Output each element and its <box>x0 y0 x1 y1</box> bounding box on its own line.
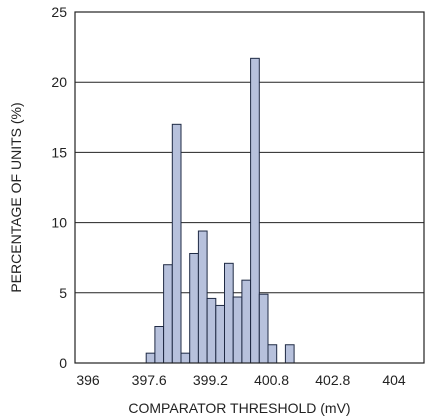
histogram-bar <box>171 123 182 364</box>
histogram-bar <box>189 252 199 364</box>
x-axis-label: COMPARATOR THRESHOLD (mV) <box>128 400 350 416</box>
histogram-bar <box>206 297 217 364</box>
histogram-bar <box>224 262 234 364</box>
histogram-bar <box>258 293 269 364</box>
y-tick-label: 20 <box>51 74 67 90</box>
histogram-bar <box>163 264 173 364</box>
bars <box>145 57 295 364</box>
x-tick-label: 400.8 <box>254 372 289 388</box>
y-tick-label: 0 <box>59 355 67 371</box>
histogram-bar <box>197 230 208 364</box>
histogram-bar <box>250 57 260 364</box>
histogram-bar <box>180 352 191 364</box>
x-tick-label: 396 <box>76 372 100 388</box>
histogram-bar <box>215 304 226 364</box>
y-tick-labels: 0 5 10 15 20 25 <box>51 4 67 371</box>
y-axis-label: PERCENTAGE OF UNITS (%) <box>8 102 24 292</box>
histogram-bar <box>284 344 295 364</box>
x-tick-labels: 396 397.6 399.2 400.8 402.8 404 <box>76 372 406 388</box>
histogram-bar <box>154 326 165 364</box>
x-tick-label: 402.8 <box>315 372 350 388</box>
x-tick-label: 404 <box>382 372 406 388</box>
histogram-bar <box>241 279 252 364</box>
x-tick-label: 399.2 <box>193 372 228 388</box>
y-tick-label: 5 <box>59 285 67 301</box>
y-tick-label: 10 <box>51 215 67 231</box>
plot-frame <box>74 11 425 364</box>
y-tick-label: 25 <box>51 4 67 20</box>
histogram-bar <box>145 352 156 364</box>
x-tick-label: 397.6 <box>132 372 167 388</box>
histogram-bar <box>267 344 278 364</box>
y-tick-label: 15 <box>51 144 67 160</box>
histogram-bar <box>232 296 243 364</box>
